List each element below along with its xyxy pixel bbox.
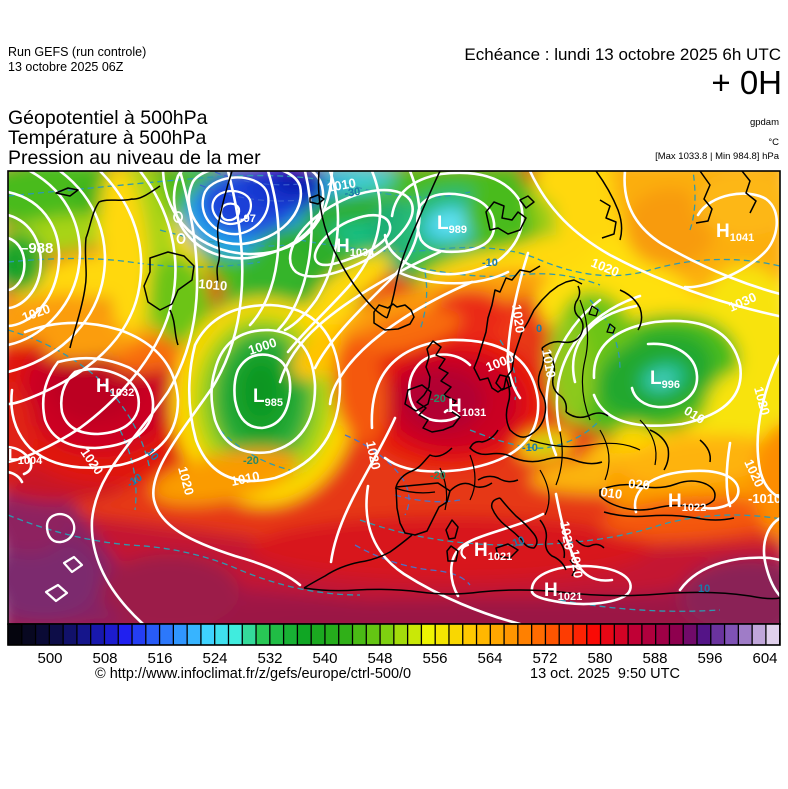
svg-text:-20: -20 xyxy=(243,455,259,467)
svg-text:1020: 1020 xyxy=(363,440,384,471)
svg-text:-10: -10 xyxy=(482,257,498,269)
svg-text:010: 010 xyxy=(600,484,624,502)
svg-text:1010: 1010 xyxy=(198,276,228,293)
svg-text:-20: -20 xyxy=(430,393,446,405)
svg-text:1010: 1010 xyxy=(326,175,357,195)
svg-text:10: 10 xyxy=(698,583,710,595)
svg-text:10: 10 xyxy=(511,534,527,549)
svg-text:1010: 1010 xyxy=(539,348,559,379)
svg-text:-30: -30 xyxy=(344,186,361,200)
svg-text:1020: 1020 xyxy=(175,465,197,497)
svg-text:-10: -10 xyxy=(522,442,538,454)
svg-text:1010: 1010 xyxy=(230,468,261,489)
svg-text:-97: -97 xyxy=(240,213,256,225)
svg-text:1020: 1020 xyxy=(751,385,773,417)
svg-text:-20: -20 xyxy=(430,470,446,482)
svg-text:1020: 1020 xyxy=(509,303,528,334)
svg-text:0: 0 xyxy=(536,323,542,335)
svg-text:1020: 1020 xyxy=(567,548,586,579)
svg-text:020: 020 xyxy=(628,476,651,492)
svg-text:–988: –988 xyxy=(20,240,53,257)
svg-text:-1010: -1010 xyxy=(748,491,781,506)
svg-text:1020: 1020 xyxy=(557,520,577,551)
